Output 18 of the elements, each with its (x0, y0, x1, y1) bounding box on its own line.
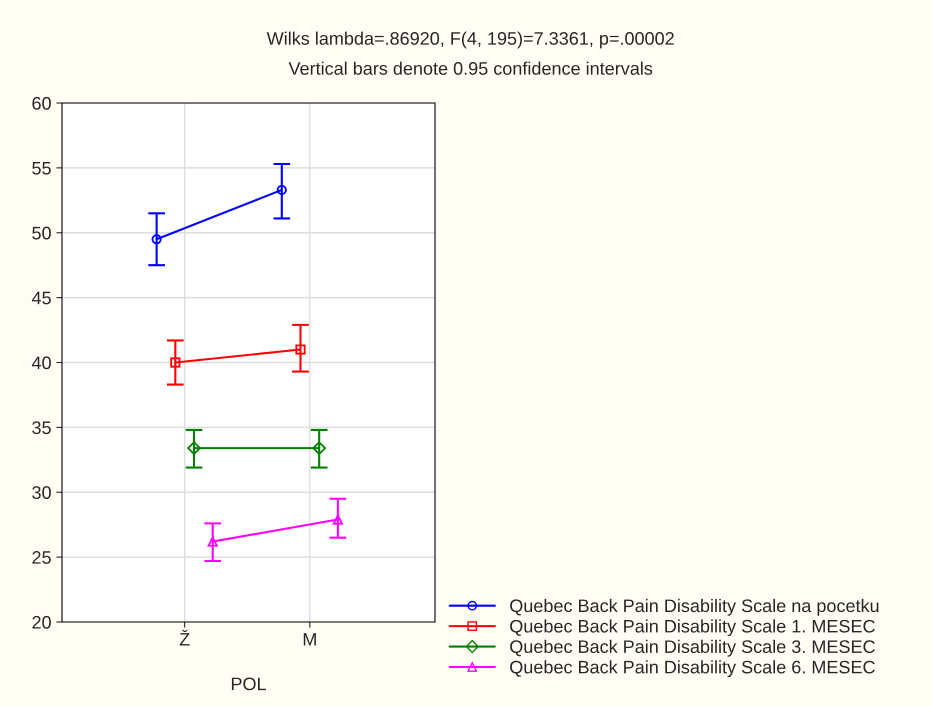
chart-subtitle: Vertical bars denote 0.95 confidence intervals (288, 62, 652, 75)
x-tick-label: Ž (180, 630, 190, 646)
chart-title: Wilks lambda=.86920, F(4, 195)=7.3361, p=.00002 (266, 32, 674, 48)
y-tick-label: 30 (32, 486, 51, 499)
y-tick-label: 35 (32, 421, 51, 434)
legend-label: Quebec Back Pain Disability Scale na pocetku (510, 598, 878, 616)
legend-label: Quebec Back Pain Disability Scale 3. MESEC (510, 640, 875, 657)
y-tick-label: 25 (32, 551, 51, 564)
y-tick-label: 60 (32, 96, 51, 110)
y-tick-label: 40 (32, 356, 51, 370)
y-tick-label: 45 (32, 292, 51, 304)
y-tick-label: 55 (32, 162, 51, 175)
x-axis-title: POL (232, 678, 266, 690)
legend-label: Quebec Back Pain Disability Scale 6. MESEC (510, 660, 875, 678)
legend-label: Quebec Back Pain Disability Scale 1. MESEC (510, 619, 875, 636)
y-tick-label: 50 (32, 226, 51, 240)
y-tick-label: 20 (32, 616, 51, 629)
x-tick-label: M (304, 633, 316, 646)
